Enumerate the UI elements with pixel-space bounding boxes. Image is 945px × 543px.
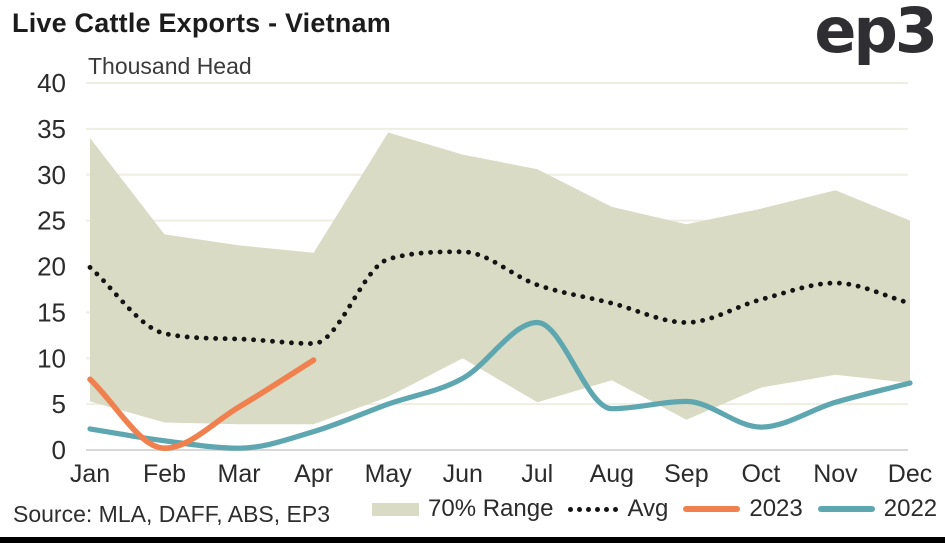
y-tick-label: 35	[37, 114, 66, 144]
x-tick-label: Feb	[143, 460, 186, 488]
legend-dot	[577, 506, 583, 512]
legend-dot	[613, 506, 619, 512]
y-tick-label: 15	[37, 297, 66, 327]
series-2022-swatch-icon	[817, 506, 875, 512]
x-tick-label: Jun	[443, 460, 483, 488]
legend-dot	[568, 506, 574, 512]
range-swatch-icon	[372, 502, 419, 516]
chart-plot-area: 0 5 10 15 20 25 30 35 40 Jan Feb Mar Apr May Jun Jul Aug…	[37, 68, 932, 488]
y-tick-label: 40	[37, 68, 66, 98]
avg-dotted-swatch-icon	[568, 506, 619, 512]
y-tick-label: 5	[52, 389, 66, 419]
series-2023-swatch-icon	[683, 506, 741, 512]
y-tick-label: 0	[52, 435, 66, 465]
bottom-black-bar	[0, 537, 945, 543]
x-tick-label: Sep	[664, 460, 708, 488]
x-tick-label: Apr	[294, 460, 333, 488]
legend-label-avg: Avg	[627, 495, 669, 522]
x-tick-label: May	[365, 460, 413, 488]
y-tick-label: 10	[37, 343, 66, 373]
avg-line	[87, 249, 913, 347]
legend-item-2022: 2022	[817, 495, 938, 523]
ep3-logo: ep3	[814, 0, 938, 67]
legend-dot	[595, 506, 601, 512]
legend-dot	[586, 506, 592, 512]
legend-label-2022: 2022	[883, 495, 938, 522]
legend-item-2023: 2023	[683, 495, 803, 523]
x-tick-label: Dec	[888, 460, 932, 488]
y-tick-label: 30	[37, 160, 66, 190]
y-tick-label: 20	[37, 252, 66, 282]
legend-label-range: 70% Range	[428, 495, 554, 522]
y-axis-unit-label: Thousand Head	[88, 53, 252, 79]
line-2023	[87, 357, 317, 451]
x-tick-label: Aug	[590, 460, 634, 488]
x-tick-label: Nov	[813, 460, 858, 488]
y-tick-label: 25	[37, 206, 66, 236]
chart-title: Live Cattle Exports - Vietnam	[12, 8, 391, 38]
source-caption: Source: MLA, DAFF, ABS, EP3	[13, 501, 331, 527]
x-tick-label: Jan	[70, 460, 110, 488]
chart-legend: 70% Range Avg 2023 2022	[372, 492, 937, 526]
x-tick-label: Mar	[218, 460, 261, 488]
x-tick-label: Oct	[741, 460, 780, 488]
legend-item-range: 70% Range	[372, 495, 553, 523]
legend-item-avg: Avg	[568, 495, 668, 523]
x-tick-label: Jul	[521, 460, 553, 488]
range-band-area	[90, 132, 910, 425]
line-2022	[87, 319, 913, 451]
legend-dot	[604, 506, 610, 512]
legend-label-2023: 2023	[749, 495, 803, 522]
